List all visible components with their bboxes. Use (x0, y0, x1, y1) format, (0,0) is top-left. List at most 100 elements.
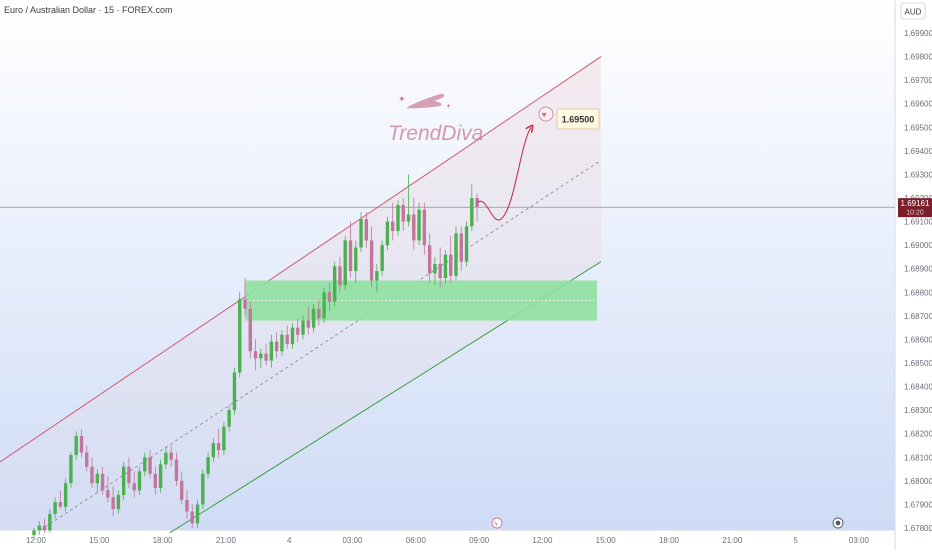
candle[interactable] (475, 193, 479, 222)
time-tick-label: 21:00 (216, 536, 237, 545)
candle[interactable] (311, 304, 316, 333)
candle[interactable] (206, 452, 210, 479)
candle[interactable] (32, 528, 36, 540)
candle[interactable] (269, 334, 274, 368)
price-tick-label: 1.68800 (904, 288, 932, 297)
candle[interactable] (48, 509, 52, 533)
candle[interactable] (338, 256, 342, 293)
candle[interactable] (153, 466, 158, 495)
candle[interactable] (69, 452, 73, 488)
candle[interactable] (201, 469, 205, 510)
candle[interactable] (100, 466, 105, 495)
candle[interactable] (259, 348, 263, 368)
candle[interactable] (443, 249, 448, 283)
candle[interactable] (306, 306, 310, 335)
candle[interactable] (280, 330, 284, 356)
time-tick-label: 18:00 (153, 536, 174, 545)
candle[interactable] (211, 438, 216, 462)
candle[interactable] (343, 235, 347, 290)
candle[interactable] (63, 478, 68, 512)
price-tick-label: 1.69300 (904, 170, 932, 179)
candle[interactable] (264, 344, 268, 366)
candle[interactable] (296, 318, 300, 342)
candle[interactable] (385, 216, 390, 250)
candle[interactable] (401, 198, 405, 231)
candle[interactable] (433, 256, 437, 286)
candle[interactable] (459, 226, 463, 272)
candle[interactable] (354, 240, 358, 283)
candle[interactable] (359, 212, 363, 253)
candle[interactable] (85, 445, 89, 472)
price-axis[interactable]: 1.67800 1.67900 1.68000 1.68100 1.68200 1.683… (904, 29, 932, 533)
candle[interactable] (158, 459, 163, 493)
candle[interactable] (322, 287, 326, 323)
candle[interactable] (53, 497, 57, 519)
candle[interactable] (37, 520, 41, 536)
candle[interactable] (222, 421, 226, 455)
candle[interactable] (375, 264, 379, 293)
candle[interactable] (253, 339, 258, 371)
candle[interactable] (348, 221, 353, 279)
candle[interactable] (274, 332, 279, 359)
candle[interactable] (42, 518, 47, 533)
candle[interactable] (74, 431, 78, 460)
channel-upper-line[interactable] (0, 56, 602, 463)
candle[interactable] (422, 202, 427, 255)
candle[interactable] (396, 200, 400, 236)
candle[interactable] (232, 367, 237, 415)
candle[interactable] (464, 221, 469, 267)
candle[interactable] (417, 202, 421, 246)
candle[interactable] (58, 490, 63, 510)
time-axis[interactable]: 12:00 15:00 18:00 21:00 4 03:00 06:00 09:00 12:0… (26, 536, 869, 545)
candle[interactable] (238, 292, 242, 378)
candle[interactable] (438, 247, 442, 288)
candle[interactable] (79, 429, 84, 458)
candle[interactable] (216, 429, 221, 458)
candle[interactable] (148, 450, 152, 479)
candle[interactable] (127, 457, 131, 488)
candle[interactable] (248, 301, 252, 359)
candle[interactable] (111, 485, 115, 517)
candle[interactable] (121, 462, 126, 500)
candle[interactable] (227, 405, 231, 432)
price-axis-background (895, 0, 932, 550)
candle[interactable] (427, 233, 432, 283)
target-price-callout[interactable]: 1.69500 (556, 108, 600, 130)
candle[interactable] (380, 240, 384, 276)
candle[interactable] (243, 278, 247, 316)
candle[interactable] (470, 183, 474, 231)
price-tick-label: 1.68700 (904, 312, 932, 321)
candle[interactable] (301, 315, 305, 340)
event-marker-dividend[interactable]: ϟ (491, 517, 503, 529)
candle[interactable] (317, 299, 321, 326)
candle[interactable] (164, 447, 168, 470)
candle[interactable] (412, 198, 416, 250)
candle[interactable] (454, 226, 458, 281)
candle[interactable] (327, 282, 332, 312)
candle[interactable] (174, 452, 179, 486)
candle[interactable] (137, 466, 142, 495)
candle[interactable] (195, 499, 200, 528)
candle[interactable] (116, 490, 121, 514)
candle[interactable] (95, 469, 99, 493)
event-marker-news[interactable] (832, 517, 844, 529)
candle[interactable] (106, 476, 110, 503)
candle[interactable] (290, 322, 295, 349)
candle[interactable] (180, 471, 184, 505)
candle[interactable] (285, 325, 289, 349)
currency-badge[interactable]: AUD (900, 2, 926, 20)
candle[interactable] (369, 226, 374, 288)
candle[interactable] (169, 445, 173, 467)
candle[interactable] (143, 452, 147, 477)
candle[interactable] (391, 202, 395, 241)
candle[interactable] (406, 174, 411, 227)
candle[interactable] (132, 471, 136, 498)
candle[interactable] (449, 235, 453, 283)
candle[interactable] (190, 504, 194, 528)
candle[interactable] (364, 212, 369, 248)
candle[interactable] (332, 261, 337, 307)
lightning-icon: ϟ (494, 521, 498, 528)
candle[interactable] (185, 490, 189, 519)
candle[interactable] (90, 457, 94, 488)
